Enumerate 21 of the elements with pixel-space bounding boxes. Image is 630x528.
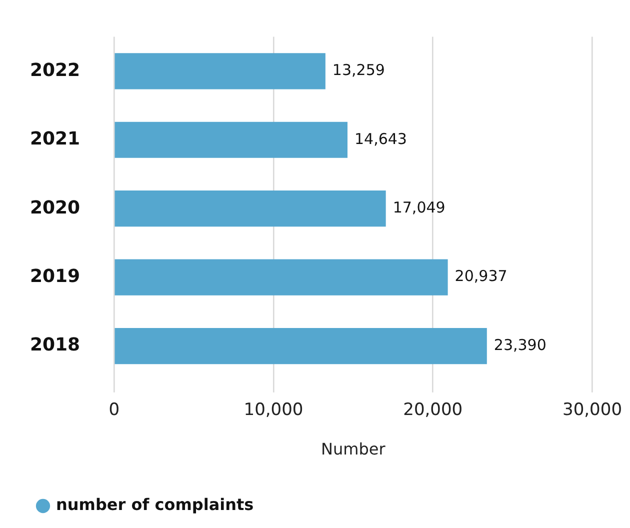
data-label: 23,390 <box>494 336 546 354</box>
x-tick-label: 30,000 <box>562 400 622 420</box>
x-tick-label: 10,000 <box>244 400 304 420</box>
y-tick-label: 2020 <box>30 197 80 218</box>
bar <box>114 122 348 158</box>
x-tick-label: 20,000 <box>403 400 463 420</box>
legend-label: number of complaints <box>56 495 254 514</box>
y-tick-label: 2021 <box>30 128 80 150</box>
bar <box>114 328 487 364</box>
y-tick-label: 2018 <box>30 334 80 356</box>
bar <box>114 259 448 296</box>
y-tick-label: 2019 <box>30 266 80 287</box>
data-label: 17,049 <box>392 198 446 216</box>
bar <box>114 53 326 90</box>
x-axis-title: Number <box>321 440 386 459</box>
data-label: 20,937 <box>454 267 508 286</box>
x-tick-label: 0 <box>108 400 120 420</box>
bar <box>114 190 386 227</box>
data-label: 14,643 <box>354 130 407 148</box>
data-label: 13,259 <box>332 61 385 80</box>
y-tick-label: 2022 <box>30 60 80 81</box>
